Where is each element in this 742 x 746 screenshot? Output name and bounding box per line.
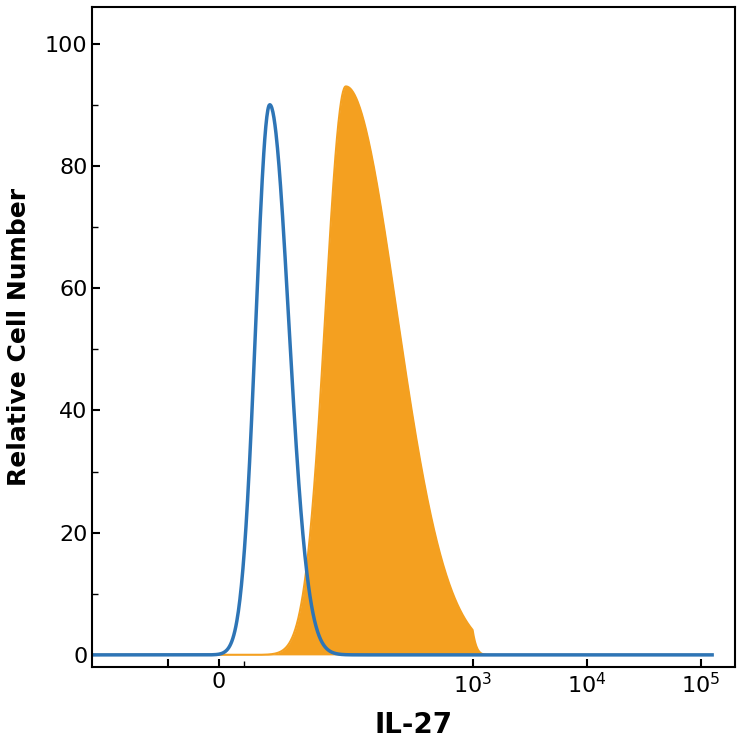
- X-axis label: IL-27: IL-27: [375, 711, 453, 739]
- Y-axis label: Relative Cell Number: Relative Cell Number: [7, 188, 31, 486]
